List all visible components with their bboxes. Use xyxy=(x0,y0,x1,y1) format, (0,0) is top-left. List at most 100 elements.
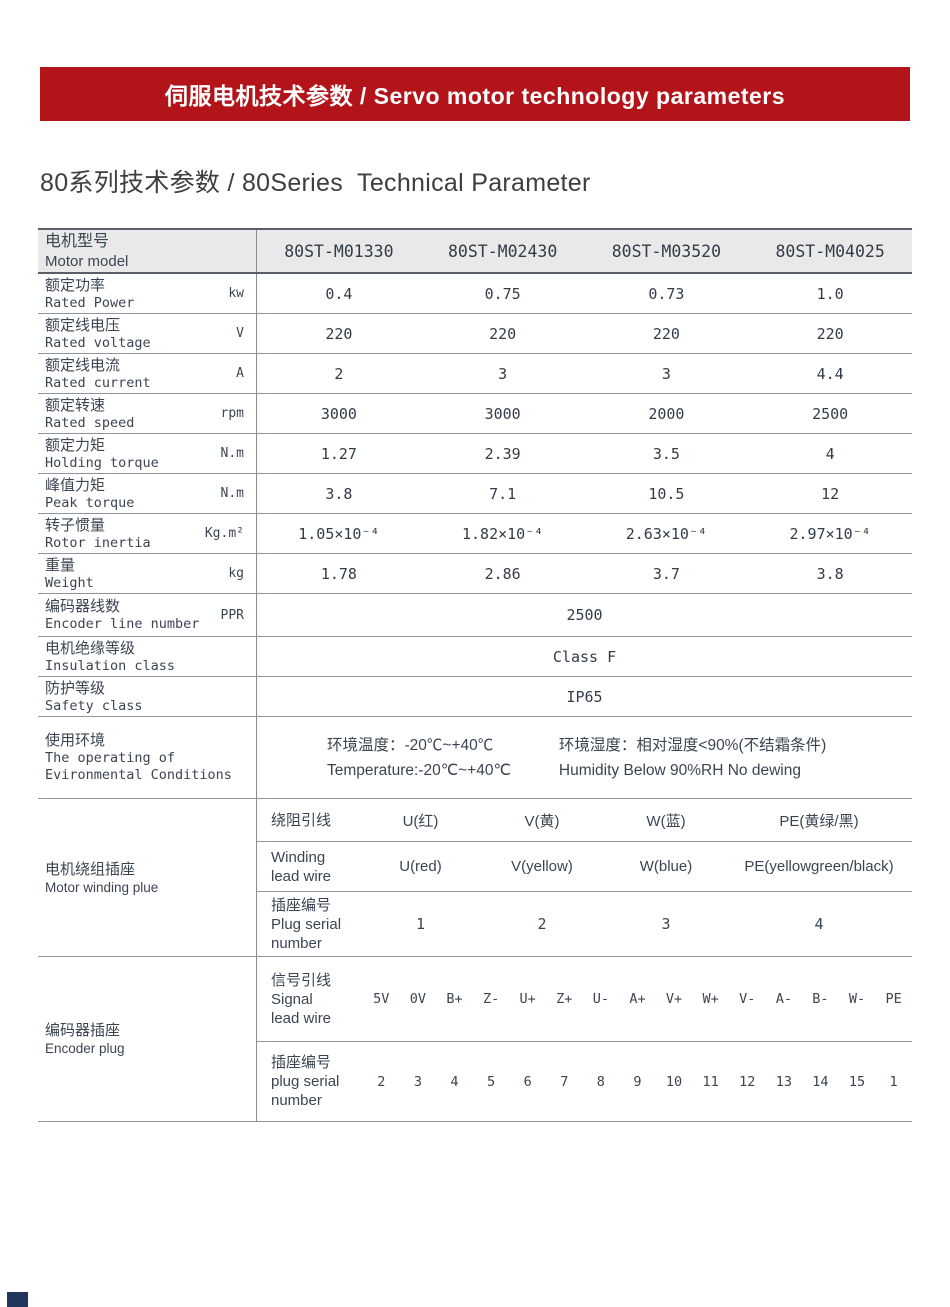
sub-row-label-line: lead wire xyxy=(271,867,332,885)
humidity-spec: 环境湿度：相对湿度<90%(不结霜条件) Humidity Below 90%R… xyxy=(559,733,826,783)
plug-number-cell: 1 xyxy=(889,1073,898,1090)
corner-navy-block xyxy=(7,1292,28,1307)
sub-row-label: 插座编号 plug serial number xyxy=(257,1053,363,1110)
row-label-cell: 转子惯量 Rotor inertia Kg.m² xyxy=(38,514,257,553)
red-title-banner: 伺服电机技术参数 / Servo motor technology parame… xyxy=(40,67,910,121)
encoder-plug-serial-row: 插座编号 plug serial number 2 3 4 5 6 7 8 9 … xyxy=(257,1042,912,1121)
spec-value: 1.78 xyxy=(320,564,357,583)
table-section-encoder-plug: 编码器插座 Encoder plug 信号引线 Signal lead wire… xyxy=(38,957,912,1122)
plug-number-cell: 4 xyxy=(814,915,824,933)
sub-row-label: 插座编号 Plug serial number xyxy=(257,896,363,953)
row-label-en: Rated current xyxy=(45,374,151,391)
row-label-zh: 电机绝缘等级 xyxy=(45,638,136,657)
sub-row-label: 绕阻引线 xyxy=(271,811,332,829)
signal-cell: Z- xyxy=(482,991,500,1007)
signal-cell: B+ xyxy=(446,991,463,1007)
row-label-en: Rated speed xyxy=(45,414,135,431)
row-label-zh: 重量 xyxy=(45,555,76,574)
spec-value: 220 xyxy=(325,324,353,343)
plug-number-cell: 2 xyxy=(537,915,547,933)
encoder-subtable: 信号引线 Signal lead wire 5V 0V B+ Z- U+ Z+ … xyxy=(257,957,912,1121)
spec-value: 3.8 xyxy=(325,484,353,503)
section-label-cell: 电机绕组插座 Motor winding plue xyxy=(38,799,257,956)
model-column-header: 80ST-M03520 xyxy=(611,241,722,261)
signal-cell: PE xyxy=(885,991,902,1007)
table-row-rated-power: 额定功率 Rated Power kw 0.4 0.75 0.73 1.0 xyxy=(38,274,912,314)
plug-number-cell: 4 xyxy=(450,1073,459,1090)
sub-row-label-line: Winding xyxy=(271,848,326,866)
spec-value: 3.8 xyxy=(816,564,844,583)
span-value: 2500 xyxy=(566,606,603,624)
row-label-en: Encoder line number xyxy=(45,616,200,632)
row-label-cell: 额定力矩 Holding torque N.m xyxy=(38,434,257,473)
signal-cell: U- xyxy=(592,991,609,1007)
row-label-zh: 转子惯量 xyxy=(45,515,106,534)
wire-cell: W(蓝) xyxy=(646,812,686,830)
wire-cell: U(red) xyxy=(399,858,442,875)
row-label-cell: 电机绝缘等级 Insulation class xyxy=(38,637,257,676)
section-label-zh: 电机绕组插座 xyxy=(45,860,136,878)
sub-row-label-line: 插座编号 xyxy=(271,896,332,914)
spec-value: 2.86 xyxy=(484,564,521,583)
signal-cell: V+ xyxy=(665,991,683,1007)
table-section-motor-winding-plug: 电机绕组插座 Motor winding plue 绕阻引线 U(红) V(黄)… xyxy=(38,799,912,957)
sub-row-label: Winding lead wire xyxy=(257,848,363,886)
spec-value: 2.63×10⁻⁴ xyxy=(625,524,708,543)
header-label-zh: 电机型号 xyxy=(45,232,110,250)
spec-value: 7.1 xyxy=(489,484,517,503)
signal-cell: U+ xyxy=(519,991,536,1007)
winding-wire-row-en: Winding lead wire U(red) V(yellow) W(blu… xyxy=(257,842,912,892)
table-row-insulation-class: 电机绝缘等级 Insulation class Class F xyxy=(38,637,912,677)
signal-cell: A- xyxy=(775,991,792,1007)
model-column-header: 80ST-M04025 xyxy=(775,241,885,261)
row-label-en: Weight xyxy=(45,574,94,591)
row-label-zh: 使用环境 xyxy=(45,731,106,749)
parameters-table: 电机型号 Motor model 80ST-M01330 80ST-M02430… xyxy=(38,228,912,1122)
span-value: Class F xyxy=(552,647,617,666)
plug-number-cell: 2 xyxy=(377,1073,386,1090)
winding-subtable: 绕阻引线 U(红) V(黄) W(蓝) PE(黄绿/黑) Winding lea… xyxy=(257,799,912,956)
spec-value: 12 xyxy=(821,484,840,503)
row-unit: V xyxy=(236,326,244,341)
row-label-cell: 额定转速 Rated speed rpm xyxy=(38,394,257,433)
section-label-cell: 编码器插座 Encoder plug xyxy=(38,957,257,1121)
plug-number-cell: 13 xyxy=(775,1073,792,1090)
plug-number-cell: 5 xyxy=(487,1073,496,1090)
signal-cell: 0V xyxy=(409,991,427,1007)
row-label-zh: 编码器线数 xyxy=(45,597,121,615)
row-label-cell: 防护等级 Safety class xyxy=(38,677,257,716)
environment-values: 环境温度：-20℃~+40℃ Temperature:-20℃~+40℃ 环境湿… xyxy=(257,717,912,798)
winding-plug-serial-row: 插座编号 Plug serial number 1 2 3 4 xyxy=(257,892,912,956)
row-label-cell: 峰值力矩 Peak torque N.m xyxy=(38,474,257,513)
header-label-en: Motor model xyxy=(45,252,129,270)
sub-row-label-line: 插座编号 xyxy=(271,1054,332,1071)
row-label-cell: 编码器线数 Encoder line number PPR xyxy=(38,594,257,636)
row-label-en: Holding torque xyxy=(45,454,159,471)
signal-cell: Z+ xyxy=(556,991,573,1007)
plug-number-cell: 3 xyxy=(413,1073,422,1090)
plug-number-cell: 6 xyxy=(523,1073,532,1090)
temperature-zh: 环境温度：-20℃~+40℃ xyxy=(327,736,494,754)
spec-value: 0.4 xyxy=(325,284,353,303)
row-label-cell: 重量 Weight kg xyxy=(38,554,257,593)
signal-cell: W+ xyxy=(702,991,719,1007)
humidity-zh: 环境湿度：相对湿度<90%(不结霜条件) xyxy=(558,736,827,754)
wire-cell: PE(yellowgreen/black) xyxy=(744,858,894,875)
sub-row-label-line: plug serial xyxy=(271,1073,340,1090)
plug-number-cell: 3 xyxy=(661,915,671,933)
table-row-peak-torque: 峰值力矩 Peak torque N.m 3.8 7.1 10.5 12 xyxy=(38,474,912,514)
sub-row-label: 信号引线 Signal lead wire xyxy=(257,971,363,1028)
plug-number-cell: 15 xyxy=(848,1073,866,1090)
spec-value: 4.4 xyxy=(816,364,844,383)
row-unit: PPR xyxy=(220,607,244,623)
table-row-encoder-line-number: 编码器线数 Encoder line number PPR 2500 xyxy=(38,594,912,637)
spec-value: 220 xyxy=(489,324,517,343)
spec-value: 0.75 xyxy=(484,284,521,303)
sub-row-label-line: number xyxy=(271,1092,322,1109)
spec-value: 1.82×10⁻⁴ xyxy=(461,524,544,543)
row-label-zh: 防护等级 xyxy=(45,678,106,697)
table-header-row: 电机型号 Motor model 80ST-M01330 80ST-M02430… xyxy=(38,230,912,274)
winding-wire-row-zh: 绕阻引线 U(红) V(黄) W(蓝) PE(黄绿/黑) xyxy=(257,799,912,842)
wire-cell: W(blue) xyxy=(639,858,693,875)
